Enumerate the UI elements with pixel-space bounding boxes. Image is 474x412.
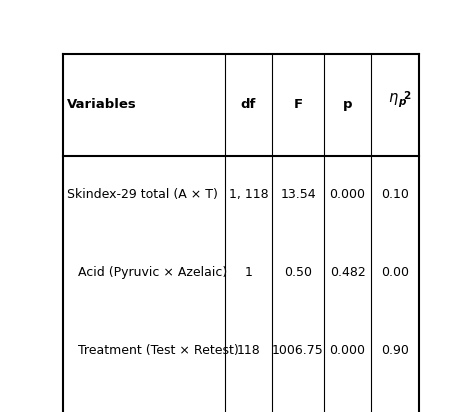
Text: Variables: Variables: [66, 98, 137, 112]
Text: Skindex-29 total (A × T): Skindex-29 total (A × T): [66, 188, 218, 201]
Text: 1006.75: 1006.75: [272, 344, 324, 356]
Text: 2: 2: [403, 91, 411, 101]
Text: 0.000: 0.000: [329, 344, 365, 356]
Text: Acid (Pyruvic × Azelaic): Acid (Pyruvic × Azelaic): [78, 266, 227, 279]
Text: 0.10: 0.10: [382, 188, 410, 201]
Text: 118: 118: [237, 344, 260, 356]
Text: df: df: [241, 98, 256, 112]
Text: 1, 118: 1, 118: [228, 188, 268, 201]
Text: 0.00: 0.00: [382, 266, 410, 279]
Text: p: p: [398, 97, 406, 108]
Text: 0.50: 0.50: [284, 266, 312, 279]
Text: F: F: [293, 98, 302, 112]
Text: 0.482: 0.482: [330, 266, 365, 279]
Text: 13.54: 13.54: [280, 188, 316, 201]
Text: 0.000: 0.000: [329, 188, 365, 201]
Text: 0.90: 0.90: [382, 344, 410, 356]
Text: p: p: [343, 98, 352, 112]
Text: $\eta$: $\eta$: [388, 91, 399, 107]
Text: 1: 1: [245, 266, 252, 279]
Text: Treatment (Test × Retest): Treatment (Test × Retest): [78, 344, 238, 356]
